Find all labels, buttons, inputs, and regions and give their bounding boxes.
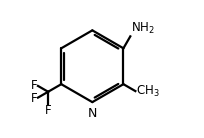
- Text: NH$_2$: NH$_2$: [131, 21, 155, 36]
- Text: N: N: [88, 107, 97, 120]
- Text: F: F: [31, 79, 37, 92]
- Text: F: F: [45, 104, 51, 117]
- Text: F: F: [31, 91, 37, 105]
- Text: CH$_3$: CH$_3$: [136, 83, 160, 99]
